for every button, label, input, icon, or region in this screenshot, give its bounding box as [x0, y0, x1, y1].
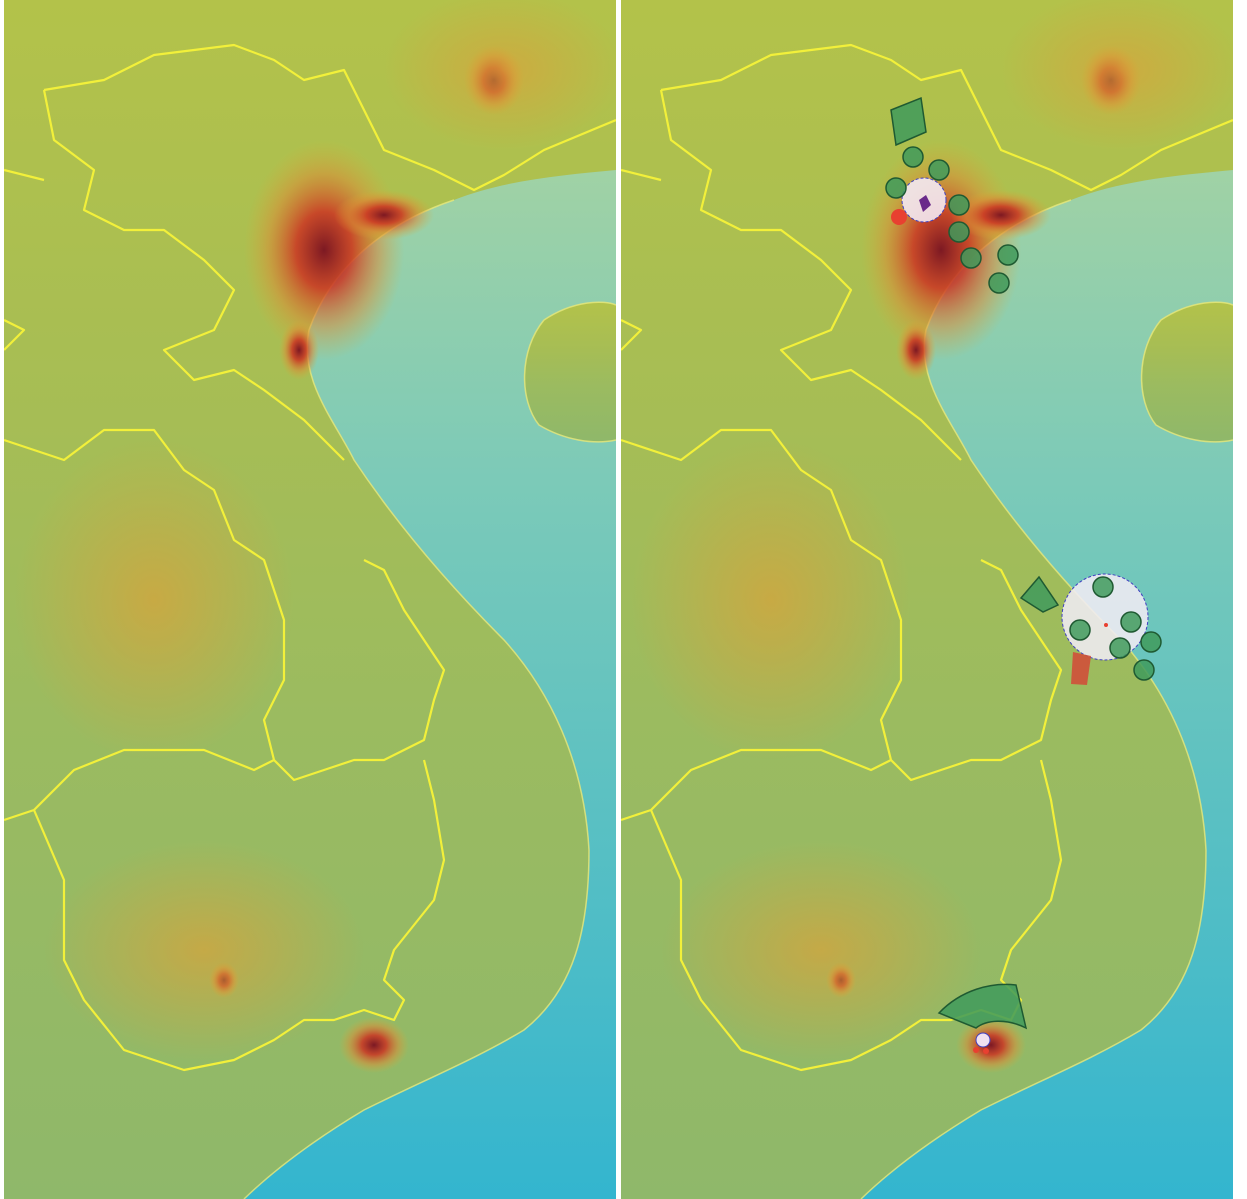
- right-map: [621, 0, 1241, 1199]
- station: [929, 160, 949, 180]
- range-circle: [976, 1033, 990, 1047]
- site-marker: [891, 209, 907, 225]
- left-map: [4, 0, 624, 1199]
- divider: [616, 0, 621, 1199]
- station: [961, 248, 981, 268]
- station: [1134, 660, 1154, 680]
- station: [949, 195, 969, 215]
- station: [886, 178, 906, 198]
- page: (() => { const data = JSON.parse(documen…: [0, 0, 1247, 1199]
- map-base: [4, 0, 624, 1199]
- site-marker: [973, 1047, 979, 1053]
- station: [903, 147, 923, 167]
- station: [998, 245, 1018, 265]
- station: [1121, 612, 1141, 632]
- station: [1070, 620, 1090, 640]
- station: [1141, 632, 1161, 652]
- station: [1093, 577, 1113, 597]
- map-comparison: [0, 0, 1247, 1199]
- station: [1110, 638, 1130, 658]
- site-marker: [1104, 623, 1108, 627]
- station: [949, 222, 969, 242]
- site-marker: [983, 1048, 989, 1054]
- station: [989, 273, 1009, 293]
